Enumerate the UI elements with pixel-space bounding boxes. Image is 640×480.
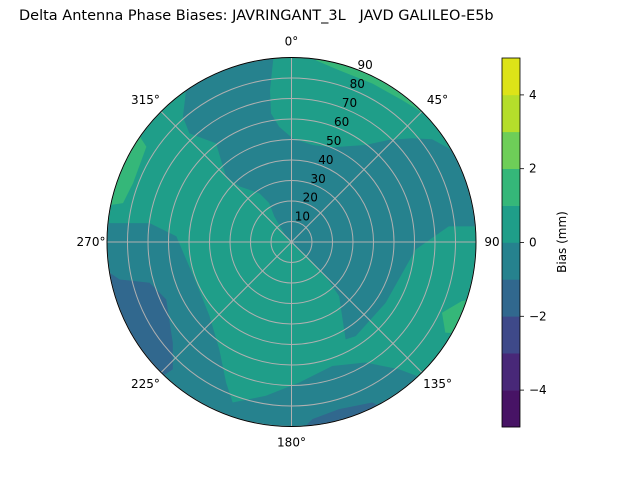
radial-tick-label: 10 — [295, 210, 310, 224]
colorbar-tick-label: 4 — [529, 88, 537, 102]
radial-tick-label: 20 — [303, 191, 318, 205]
colorbar-band-3 — [502, 279, 520, 317]
colorbar-band-9 — [502, 58, 520, 96]
radial-tick-label: 70 — [342, 96, 357, 110]
angular-tick-label: 135° — [423, 377, 452, 391]
colorbar: 4 2 0 −2 −4 Bias (mm) — [501, 57, 569, 428]
colorbar-band-6 — [502, 168, 520, 206]
colorbar-band-8 — [502, 94, 520, 133]
colorbar-tick-label: 0 — [529, 236, 537, 250]
chart-title: Delta Antenna Phase Biases: JAVRINGANT_3… — [19, 8, 494, 24]
contour-region-3 — [107, 223, 466, 427]
angular-tick-label: 225° — [131, 377, 160, 391]
colorbar-band-4 — [502, 242, 520, 280]
colorbar-band-7 — [502, 131, 520, 169]
colorbar-tick-label: −4 — [529, 383, 547, 397]
angular-gridline-315 — [160, 111, 292, 243]
radial-tick-label: 50 — [326, 134, 341, 148]
colorbar-band-5 — [502, 205, 520, 243]
colorbar-band-2 — [502, 316, 520, 354]
radial-tick-label: 80 — [350, 77, 365, 91]
angular-tick-label: 0° — [285, 35, 299, 49]
radial-tick-label: 30 — [310, 172, 325, 186]
radial-tick-label: 90 — [358, 58, 373, 72]
angular-tick-label: 180° — [277, 436, 306, 450]
polar-frame — [106, 57, 477, 427]
angular-tick-label: 45° — [427, 93, 448, 107]
radial-tick-label: 60 — [334, 115, 349, 129]
colorbar-tick-label: −2 — [529, 309, 547, 323]
colorbar-band-0 — [502, 390, 520, 428]
angular-tick-label: 270° — [77, 235, 106, 249]
colorbar-label: Bias (mm) — [555, 211, 569, 273]
angular-gridline-225 — [160, 241, 292, 373]
angular-gridline-135 — [291, 241, 423, 373]
angular-gridline-45 — [291, 111, 423, 243]
polar-grid — [106, 57, 477, 427]
colorbar-band-1 — [502, 353, 520, 391]
angular-tick-label: 90 — [484, 235, 499, 249]
angular-tick-label: 315° — [131, 93, 160, 107]
radial-tick-label: 40 — [318, 153, 333, 167]
axis-labels: 0° 45° 90 135° 180° 225° 270° 315° 10 20 30 40 50 60 7… — [77, 35, 500, 450]
contour-region-1 — [270, 57, 476, 157]
colorbar-tick-label: 2 — [529, 162, 537, 176]
